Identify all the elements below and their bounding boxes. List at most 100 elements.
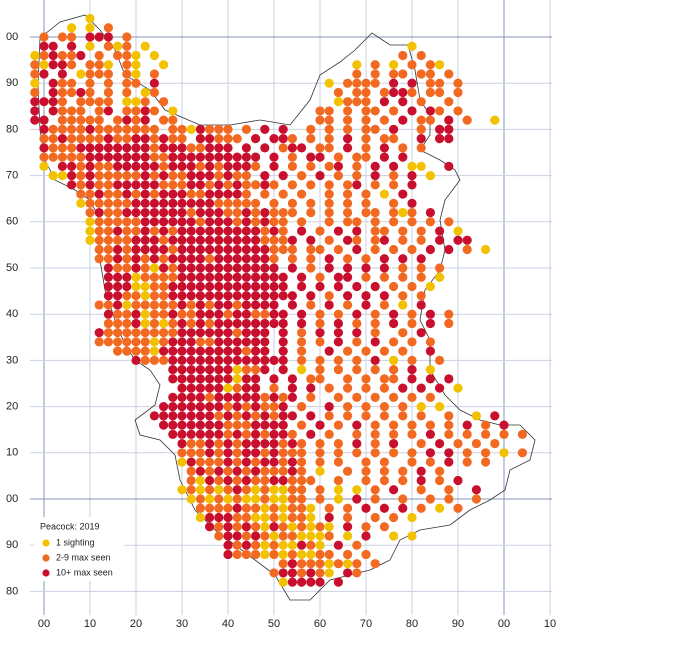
record-dot [370,429,380,439]
y-tick-label: 70 [6,170,18,182]
record-dot [297,512,307,523]
record-dot [168,134,178,144]
record-dot [352,318,362,329]
record-dot [398,254,408,264]
record-dot [94,189,104,199]
record-dot [223,207,233,218]
record-dot [195,448,205,458]
record-dot [251,346,261,356]
record-dot [251,328,261,338]
record-dot [352,429,362,439]
record-dot [67,124,77,134]
record-dot [223,143,233,153]
record-dot [435,60,445,70]
record-dot [260,512,270,523]
record-dot [223,309,233,319]
record-dot [269,272,279,282]
record-dot [205,512,215,523]
record-dot [370,438,380,449]
record-dot [260,244,270,255]
record-dot [260,207,270,218]
record-dot [214,438,224,449]
record-dot [269,355,279,365]
record-dot [343,263,353,273]
record-dot [444,318,454,329]
record-dot [315,337,325,347]
record-dot [471,411,481,421]
record-dot [361,115,371,125]
record-dot [269,207,279,218]
record-dot [481,420,491,430]
record-dot [122,87,132,98]
record-dot [149,300,159,310]
record-dot [177,272,187,282]
record-dot [214,180,224,190]
record-dot [103,124,113,134]
record-dot [407,392,417,402]
record-dot [333,448,343,458]
record-dot [122,32,132,42]
record-dot [159,420,169,430]
record-dot [333,161,343,171]
record-dot [232,161,242,171]
record-dot [389,531,399,541]
record-dot [103,300,113,310]
record-dot [149,309,159,319]
record-dot [324,189,334,199]
record-dot [490,115,500,125]
record-dot [315,115,325,125]
record-dot [297,272,307,282]
record-dot [361,198,371,208]
record-dot [287,503,297,513]
record-dot [232,254,242,264]
x-tick-label: 70 [360,618,372,630]
record-dot [389,374,399,384]
record-dot [186,198,196,208]
record-dot [131,272,141,282]
record-dot [361,457,371,467]
x-tick-label: 00 [38,618,50,630]
record-dot [223,152,233,162]
record-dot [241,281,251,292]
record-dot [205,448,215,458]
record-dot [241,189,251,199]
record-dot [223,171,233,181]
record-dot [389,420,399,430]
record-dot [103,281,113,292]
record-dot [287,438,297,449]
record-dot [103,254,113,264]
record-dot [444,457,454,467]
record-dot [232,540,242,550]
record-dot [177,300,187,310]
record-dot [186,346,196,356]
record-dot [85,78,95,88]
record-dot [370,69,380,79]
record-dot [186,328,196,338]
record-dot [186,171,196,181]
record-dot [241,263,251,273]
record-dot [315,281,325,292]
record-dot [223,318,233,329]
record-dot [306,512,316,523]
record-dot [352,568,362,578]
record-dot [370,337,380,347]
record-dot [425,309,435,319]
record-dot [444,411,454,421]
record-dot [352,161,362,171]
record-dot [205,475,215,486]
record-dot [149,106,159,116]
record-dot [435,263,445,273]
record-dot [177,374,187,384]
record-dot [149,411,159,421]
record-dot [214,281,224,292]
record-dot [195,512,205,523]
record-dot [149,161,159,171]
record-dot [453,475,463,486]
legend-label: 10+ max seen [56,567,113,577]
record-dot [85,235,95,245]
record-dot [94,328,104,338]
record-dot [94,300,104,310]
record-dot [214,475,224,486]
record-dot [177,171,187,181]
record-dot [407,87,417,98]
